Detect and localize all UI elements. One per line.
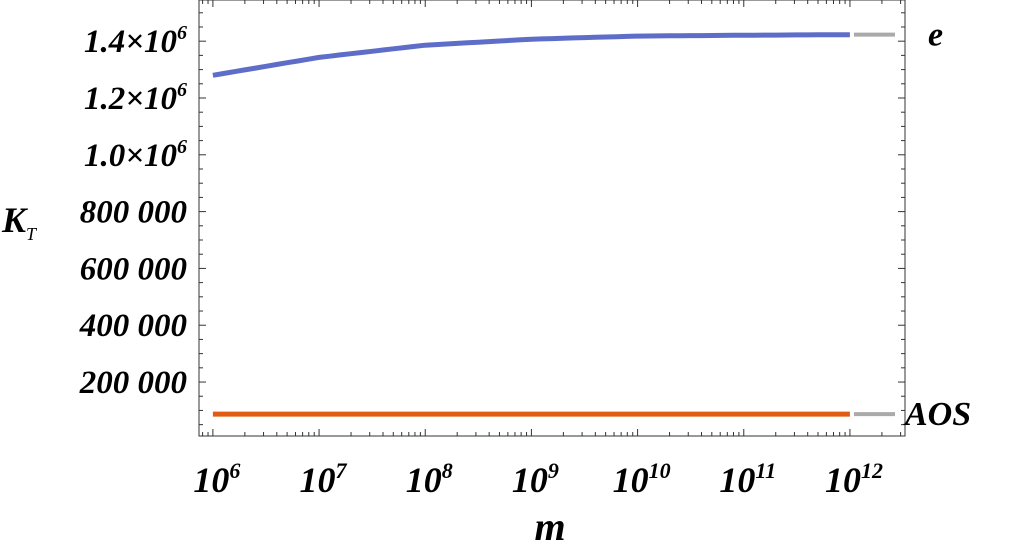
x-axis-label: m [534,504,565,545]
y-axis-label: KT [1,200,38,244]
x-tick-label: 109 [512,458,559,500]
y-tick-label: 600 000 [80,251,187,287]
x-tick-label: 106 [193,458,240,500]
y-tick-label: 1.4×106 [84,22,187,60]
x-tick-label: 107 [300,458,348,500]
y-tick-label: 800 000 [80,195,187,231]
y-tick-label: 400 000 [79,308,187,344]
x-tick-label: 1010 [613,458,671,500]
x-tick-label: 108 [406,458,453,500]
series-label-aos: AOS [903,396,971,433]
x-tick-label: 1012 [825,458,883,500]
y-tick-label: 200 000 [79,365,187,401]
y-tick-label: 1.0×106 [84,136,187,174]
series-label-e: e [928,17,943,54]
x-tick-label: 1011 [719,458,776,500]
plot-frame [198,0,906,437]
series-line-e [212,32,850,78]
y-tick-label: 1.2×106 [84,79,187,117]
